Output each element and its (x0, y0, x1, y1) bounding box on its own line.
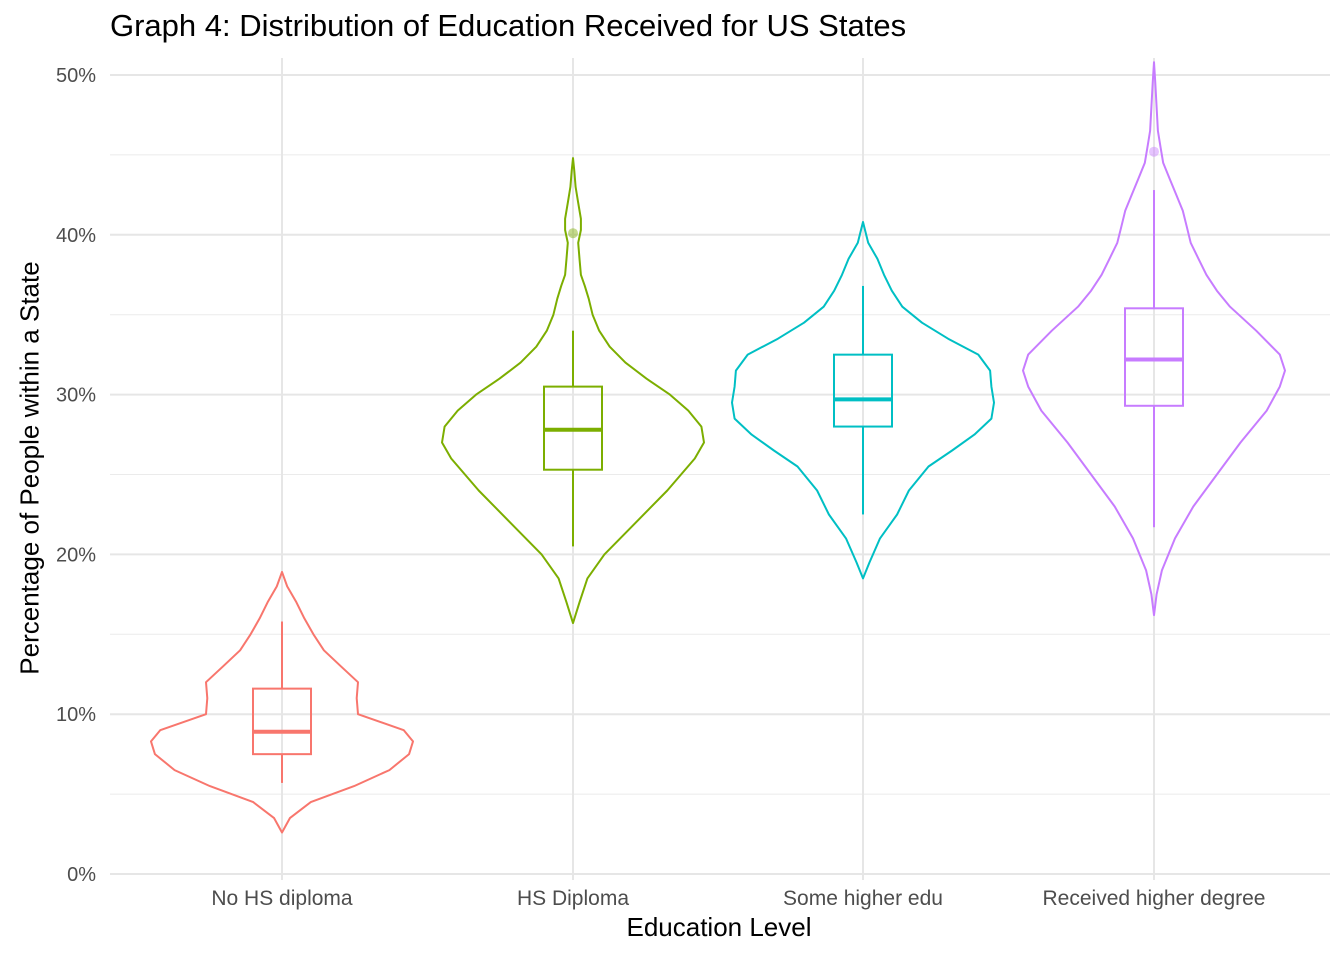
y-axis-label: Percentage of People within a State (14, 261, 45, 675)
x-tick-label: No HS diploma (211, 887, 353, 910)
box (833, 353, 893, 428)
chart-title: Graph 4: Distribution of Education Recei… (110, 8, 907, 43)
violin-1 (150, 571, 414, 834)
x-tick-label: Received higher degree (1043, 887, 1266, 910)
box (252, 687, 312, 756)
x-tick-label: Some higher edu (783, 887, 943, 910)
y-tick-label: 0% (67, 864, 96, 886)
y-tick-label: 20% (56, 544, 96, 566)
y-tick-label: 30% (56, 385, 96, 407)
y-tick-label: 40% (56, 225, 96, 247)
outlier-point (568, 228, 578, 239)
violin-4 (1022, 61, 1286, 617)
box (1124, 307, 1184, 407)
y-tick-label: 50% (56, 65, 96, 87)
violin-2 (441, 157, 705, 625)
x-axis-label: Education Level (626, 912, 812, 942)
violin-3 (731, 221, 995, 580)
y-tick-label: 10% (56, 704, 96, 726)
outlier-point (1149, 146, 1159, 157)
x-tick-label: HS Diploma (517, 887, 629, 910)
